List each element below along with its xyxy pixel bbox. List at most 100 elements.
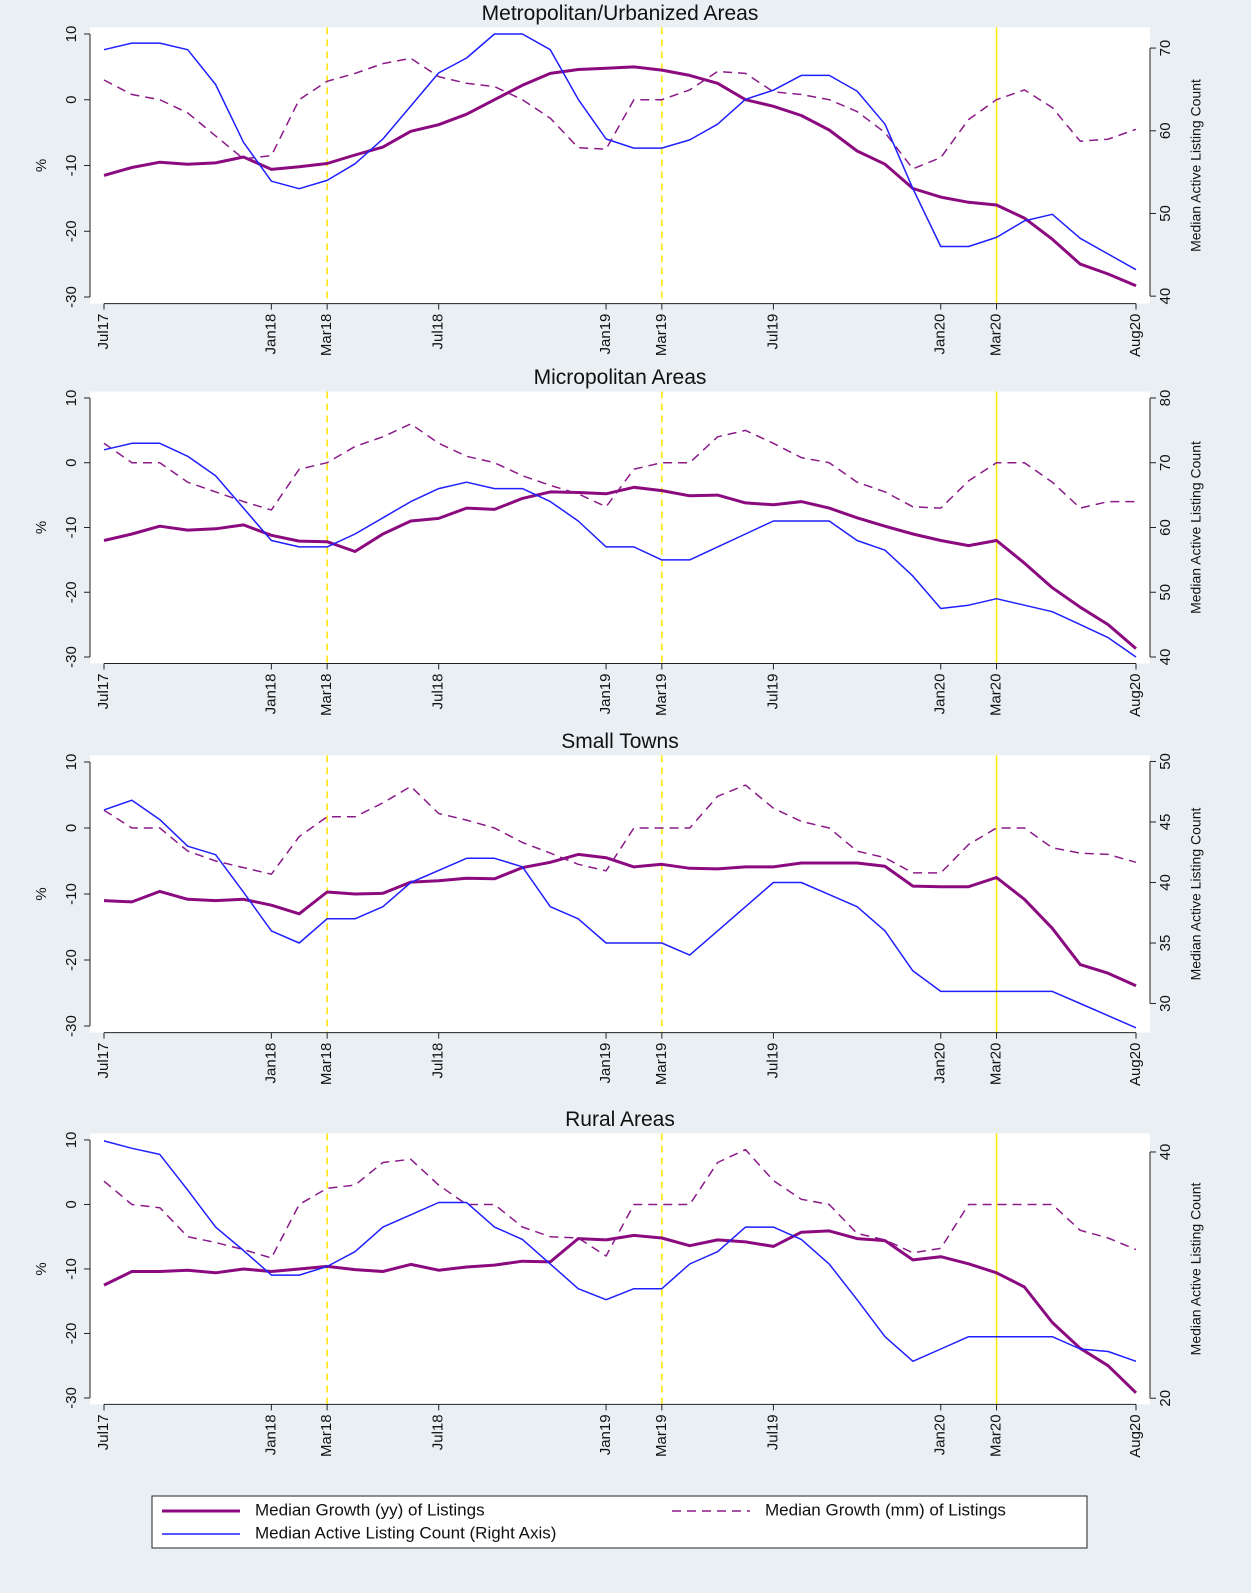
y2-axis-label: Median Active Listing Count (1188, 808, 1204, 981)
x-tick-label: Mar19 (653, 1414, 670, 1457)
y-tick-label: -20 (63, 581, 80, 603)
chart-title: Small Towns (561, 730, 679, 753)
y-tick-label: -20 (63, 949, 80, 971)
series-line (103, 784, 1137, 875)
x-tick-label: Jan19 (597, 674, 614, 715)
y-tick-label: 10 (63, 1132, 80, 1149)
x-tick-label: Jul17 (95, 674, 112, 710)
x-tick-label: Jan18 (262, 674, 279, 715)
series-line (103, 852, 1137, 988)
y-tick-label: -30 (63, 646, 80, 668)
plot-area (90, 27, 1150, 304)
y-axis-label: % (33, 159, 50, 172)
series-line (103, 442, 1137, 658)
x-tick-label: Mar19 (653, 1043, 670, 1086)
y2-axis-label: Median Active Listing Count (1188, 1182, 1204, 1355)
x-tick-label: Jul18 (430, 1414, 447, 1450)
legend-label: Median Growth (mm) of Listings (765, 1500, 1006, 1519)
y-tick-label: 0 (63, 1200, 80, 1208)
series-line (103, 57, 1137, 170)
x-tick-label: Mar18 (318, 314, 335, 357)
x-tick-label: Jul17 (95, 1414, 112, 1450)
x-tick-label: Aug20 (1127, 1043, 1144, 1086)
y-axis-label: % (33, 521, 50, 534)
series-line (103, 1229, 1138, 1394)
y-tick-label: -30 (63, 286, 80, 308)
x-tick-label: Jul19 (764, 1414, 781, 1450)
series-line (103, 799, 1137, 1029)
y2-tick-label: 70 (1157, 40, 1174, 57)
x-tick-label: Mar20 (988, 1414, 1005, 1457)
x-tick-label: Mar20 (988, 674, 1005, 717)
chart-title: Micropolitan Areas (534, 366, 707, 389)
plot-area (90, 755, 1150, 1033)
x-tick-label: Mar18 (318, 1414, 335, 1457)
x-tick-label: Mar20 (988, 314, 1005, 357)
y2-tick-label: 50 (1157, 753, 1174, 770)
x-tick-label: Jan19 (597, 1414, 614, 1455)
y2-tick-label: 35 (1157, 935, 1174, 952)
y2-tick-label: 50 (1157, 205, 1174, 222)
y-tick-label: -30 (63, 1387, 80, 1409)
plot-area (90, 1133, 1150, 1405)
series-line (103, 485, 1137, 650)
y-tick-label: -10 (63, 1258, 80, 1280)
series-line (103, 33, 1137, 271)
y-tick-label: 0 (63, 824, 80, 832)
y-tick-label: -10 (63, 155, 80, 177)
y2-tick-label: 60 (1157, 519, 1174, 536)
y-tick-label: -30 (63, 1015, 80, 1037)
x-tick-label: Jan20 (932, 1043, 949, 1084)
x-tick-label: Mar18 (318, 1043, 335, 1086)
y2-axis-label: Median Active Listing Count (1188, 79, 1204, 252)
y2-tick-label: 50 (1157, 584, 1174, 601)
x-tick-label: Aug20 (1127, 1414, 1144, 1457)
x-tick-label: Jul17 (95, 1043, 112, 1079)
y-axis-label: % (33, 1262, 50, 1275)
y2-tick-label: 20 (1157, 1390, 1174, 1407)
x-tick-label: Mar19 (653, 674, 670, 717)
x-tick-label: Jan18 (262, 1414, 279, 1455)
y2-tick-label: 40 (1157, 874, 1174, 891)
y-tick-label: 0 (63, 96, 80, 104)
chart-title: Rural Areas (565, 1108, 675, 1131)
x-tick-label: Jul17 (95, 314, 112, 350)
x-tick-label: Aug20 (1127, 314, 1144, 357)
x-tick-label: Jul18 (430, 1043, 447, 1079)
x-tick-label: Jan18 (262, 314, 279, 355)
y2-tick-label: 40 (1157, 288, 1174, 305)
x-tick-label: Jul18 (430, 674, 447, 710)
x-tick-label: Jan20 (932, 674, 949, 715)
y-tick-label: -10 (63, 517, 80, 539)
series-line (103, 1148, 1137, 1259)
y2-tick-label: 70 (1157, 454, 1174, 471)
x-tick-label: Jul19 (764, 674, 781, 710)
legend-label: Median Growth (yy) of Listings (255, 1500, 485, 1519)
series-line (103, 1140, 1137, 1363)
x-tick-label: Jan18 (262, 1043, 279, 1084)
y-tick-label: -20 (63, 1323, 80, 1345)
x-tick-label: Jan19 (597, 314, 614, 355)
y-tick-label: -20 (63, 220, 80, 242)
legend-label: Median Active Listing Count (Right Axis) (255, 1523, 556, 1542)
y-tick-label: 10 (63, 390, 80, 407)
y-tick-label: 0 (63, 459, 80, 467)
x-tick-label: Mar19 (653, 314, 670, 357)
y-tick-label: 10 (63, 754, 80, 771)
y-tick-label: 10 (63, 26, 80, 43)
x-tick-label: Jul18 (430, 314, 447, 350)
chart-title: Metropolitan/Urbanized Areas (482, 2, 759, 25)
x-tick-label: Mar18 (318, 674, 335, 717)
series-line (103, 423, 1136, 511)
y2-tick-label: 60 (1157, 122, 1174, 139)
x-tick-label: Jan19 (597, 1043, 614, 1084)
x-tick-label: Aug20 (1127, 674, 1144, 717)
x-tick-label: Mar20 (988, 1043, 1005, 1086)
series-line (103, 65, 1137, 288)
y2-tick-label: 40 (1157, 649, 1174, 666)
y2-axis-label: Median Active Listing Count (1188, 441, 1204, 614)
x-tick-label: Jan20 (932, 314, 949, 355)
y2-tick-label: 40 (1157, 1144, 1174, 1161)
y2-tick-label: 45 (1157, 814, 1174, 831)
